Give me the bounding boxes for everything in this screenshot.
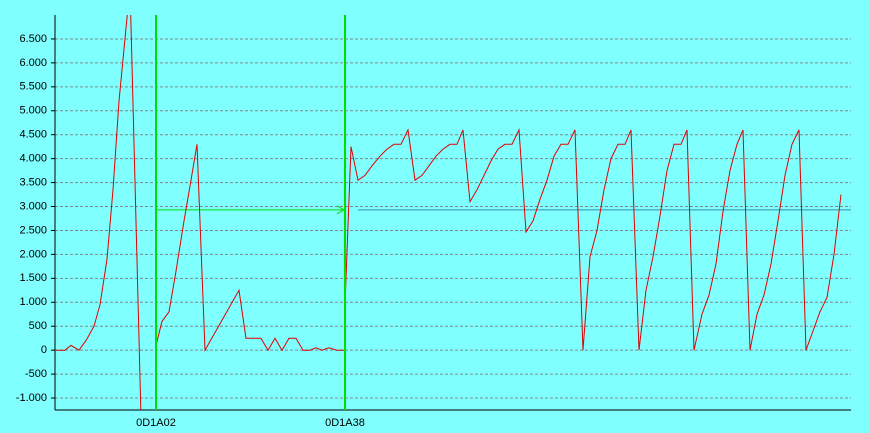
marker-label: 0D1A38 xyxy=(325,417,365,429)
y-tick-label: 6.000 xyxy=(19,57,47,69)
marker-label: 0D1A02 xyxy=(136,417,176,429)
y-tick-label: -1.000 xyxy=(16,392,47,404)
y-tick-label: 1.500 xyxy=(19,272,47,284)
y-tick-label: 0 xyxy=(41,344,47,356)
y-tick-label: 4.000 xyxy=(19,153,47,165)
y-tick-label: 5.000 xyxy=(19,105,47,117)
data-line xyxy=(55,15,842,410)
y-tick-label: -500 xyxy=(25,368,47,380)
y-tick-label: 2.500 xyxy=(19,224,47,236)
plot-area xyxy=(55,15,842,410)
y-tick-label: 1.000 xyxy=(19,296,47,308)
y-tick-label: 3.500 xyxy=(19,176,47,188)
y-tick-label: 4.500 xyxy=(19,129,47,141)
y-tick-label: 3.000 xyxy=(19,200,47,212)
y-tick-label: 500 xyxy=(29,320,47,332)
y-tick-label: 5.500 xyxy=(19,81,47,93)
y-tick-label: 2.000 xyxy=(19,248,47,260)
y-tick-label: 6.500 xyxy=(19,33,47,45)
